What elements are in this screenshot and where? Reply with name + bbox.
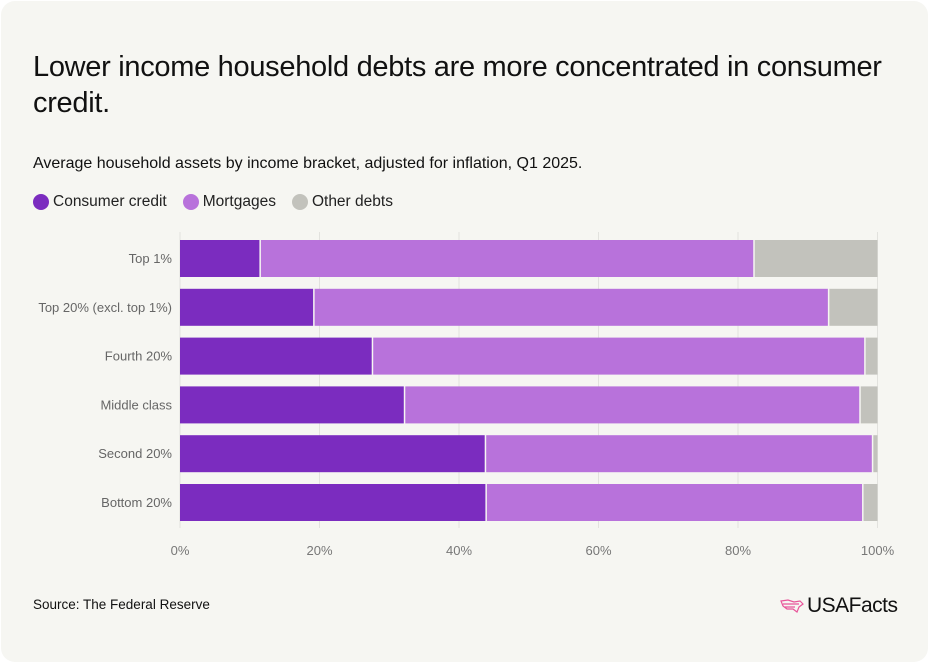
legend-label: Other debts — [311, 193, 393, 210]
bar-consumer-credit — [180, 288, 314, 326]
chart-title: Lower income household debts are more co… — [33, 51, 882, 119]
bar-consumer-credit — [180, 240, 260, 277]
bar-consumer-credit — [180, 484, 486, 521]
bar-mortgages — [314, 288, 828, 326]
legend-item-mortgages: Mortgages — [182, 193, 276, 211]
source-note: Source: The Federal Reserve — [33, 597, 210, 612]
legend-swatch — [33, 194, 49, 210]
bar-other-debts — [829, 288, 878, 326]
bar-consumer-credit — [180, 435, 485, 473]
chart-subtitle: Average household assets by income brack… — [33, 155, 583, 172]
x-tick-label: 20% — [306, 543, 332, 558]
category-label: Second 20% — [98, 446, 172, 461]
x-tick-label: 60% — [585, 543, 611, 558]
bar-consumer-credit — [180, 337, 372, 375]
bar-mortgages — [486, 484, 863, 521]
legend-item-consumer-credit: Consumer credit — [33, 193, 167, 211]
category-label: Top 20% (excl. top 1%) — [38, 300, 172, 315]
category-label: Top 1% — [129, 251, 173, 266]
x-tick-label: 100% — [861, 543, 895, 558]
bar-other-debts — [754, 240, 878, 277]
bar-mortgages — [486, 435, 872, 473]
legend-swatch — [182, 194, 199, 210]
category-label: Bottom 20% — [101, 495, 172, 510]
x-tick-label: 80% — [725, 543, 751, 558]
legend-swatch — [291, 194, 308, 210]
category-label: Middle class — [100, 397, 172, 412]
bar-other-debts — [863, 484, 878, 521]
us-map-icon — [780, 599, 804, 613]
bar-mortgages — [260, 240, 754, 277]
logo-text: USAFacts — [807, 594, 898, 617]
bar-consumer-credit — [180, 386, 404, 424]
x-tick-label: 40% — [446, 543, 472, 558]
bar-other-debts — [873, 435, 878, 473]
bar-mortgages — [373, 337, 865, 375]
bar-other-debts — [860, 386, 878, 424]
legend-item-other-debts: Other debts — [291, 193, 393, 211]
legend-label: Consumer credit — [53, 193, 167, 210]
category-label: Fourth 20% — [105, 349, 173, 364]
bar-other-debts — [865, 337, 878, 375]
x-tick-label: 0% — [171, 543, 190, 558]
usafacts-logo: USAFacts — [780, 594, 898, 618]
legend: Consumer credit Mortgages Other debts — [33, 193, 393, 211]
bar-mortgages — [405, 386, 860, 424]
legend-label: Mortgages — [202, 193, 276, 210]
